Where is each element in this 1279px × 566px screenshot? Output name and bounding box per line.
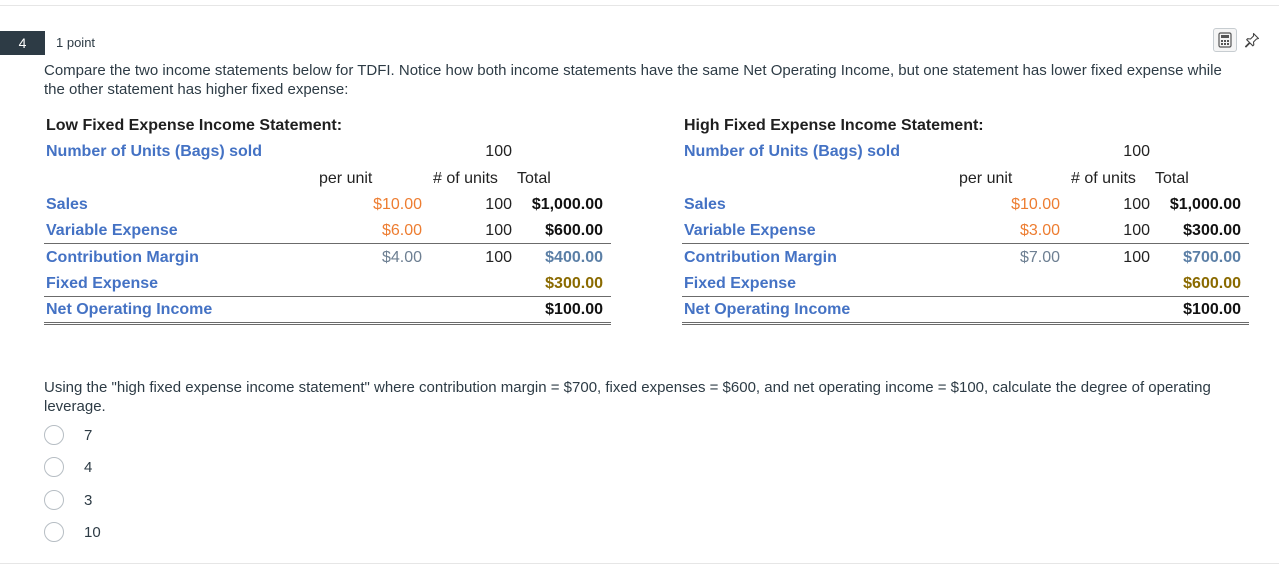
low-row-total: $600.00	[545, 222, 603, 239]
low-units-label: Number of Units (Bags) sold	[46, 143, 263, 160]
low-row-units: 100	[485, 222, 512, 239]
low-row-total: $100.00	[545, 301, 603, 318]
radio-button[interactable]	[44, 490, 64, 510]
low-row-per-unit: $4.00	[381, 249, 422, 266]
low-row-per-unit: $6.00	[381, 222, 422, 239]
low-row-per-unit: $10.00	[373, 196, 422, 213]
answer-option-label: 10	[84, 523, 101, 541]
question-tools	[1213, 28, 1261, 52]
high-row-per-unit: $7.00	[1019, 249, 1060, 266]
radio-button[interactable]	[44, 522, 64, 542]
low-row-label: Sales	[46, 196, 88, 213]
answer-option[interactable]: 7	[44, 425, 92, 445]
high-statement-title: High Fixed Expense Income Statement:	[684, 117, 984, 134]
low-row-total: $300.00	[545, 275, 603, 292]
answer-option[interactable]: 4	[44, 457, 92, 477]
low-col-per-unit: per unit	[319, 170, 373, 187]
pin-icon	[1244, 32, 1260, 48]
high-col-total: Total	[1155, 170, 1189, 187]
low-statement-title: Low Fixed Expense Income Statement:	[46, 117, 343, 134]
low-row-label: Variable Expense	[46, 222, 178, 239]
high-row-total: $600.00	[1183, 275, 1241, 292]
high-units-label: Number of Units (Bags) sold	[684, 143, 901, 160]
high-row-label: Sales	[684, 196, 726, 213]
calculator-icon	[1218, 32, 1232, 48]
answer-option[interactable]: 3	[44, 490, 92, 510]
low-col-total: Total	[517, 170, 551, 187]
low-row-label: Net Operating Income	[46, 301, 213, 318]
low-row-label: Fixed Expense	[46, 275, 159, 292]
low-row-units: 100	[485, 196, 512, 213]
radio-button[interactable]	[44, 457, 64, 477]
low-row-units: 100	[485, 249, 512, 266]
high-subtotal-rule	[682, 243, 1249, 244]
low-row-total: $400.00	[545, 249, 603, 266]
high-units-value: 100	[1123, 143, 1150, 160]
low-total-double-rule	[44, 322, 611, 325]
answer-option[interactable]: 10	[44, 522, 101, 542]
high-row-label: Contribution Margin	[684, 249, 837, 266]
radio-button[interactable]	[44, 425, 64, 445]
answer-option-label: 7	[84, 426, 93, 444]
high-row-units: 100	[1123, 196, 1150, 213]
calculator-button[interactable]	[1213, 28, 1237, 52]
question-text: Using the "high fixed expense income sta…	[44, 379, 1211, 415]
high-col-units: # of units	[1071, 170, 1136, 187]
high-row-label: Net Operating Income	[684, 301, 851, 318]
high-row-per-unit: $10.00	[1011, 196, 1060, 213]
low-row-total: $1,000.00	[531, 196, 603, 213]
high-row-units: 100	[1123, 249, 1150, 266]
answer-option-label: 3	[84, 491, 93, 509]
low-row-label: Contribution Margin	[46, 249, 199, 266]
high-row-total: $1,000.00	[1169, 196, 1241, 213]
low-subtotal-rule	[44, 243, 611, 244]
high-col-per-unit: per unit	[959, 170, 1013, 187]
low-expense-rule	[44, 296, 611, 297]
high-row-units: 100	[1123, 222, 1150, 239]
question-points: 1 point	[56, 35, 96, 50]
high-row-label: Variable Expense	[684, 222, 816, 239]
top-divider	[0, 5, 1279, 6]
high-expense-rule	[682, 296, 1249, 297]
high-row-label: Fixed Expense	[684, 275, 797, 292]
question-prompt: Compare the two income statements below …	[44, 62, 1222, 98]
low-col-units: # of units	[433, 170, 498, 187]
bottom-divider	[0, 563, 1279, 564]
low-units-value: 100	[485, 143, 512, 160]
answer-option-label: 4	[84, 458, 93, 476]
high-row-per-unit: $3.00	[1019, 222, 1060, 239]
high-row-total: $700.00	[1183, 249, 1241, 266]
pin-button[interactable]	[1243, 31, 1261, 49]
high-total-double-rule	[682, 322, 1249, 325]
high-row-total: $300.00	[1183, 222, 1241, 239]
question-number: 4	[0, 31, 45, 55]
high-row-total: $100.00	[1183, 301, 1241, 318]
